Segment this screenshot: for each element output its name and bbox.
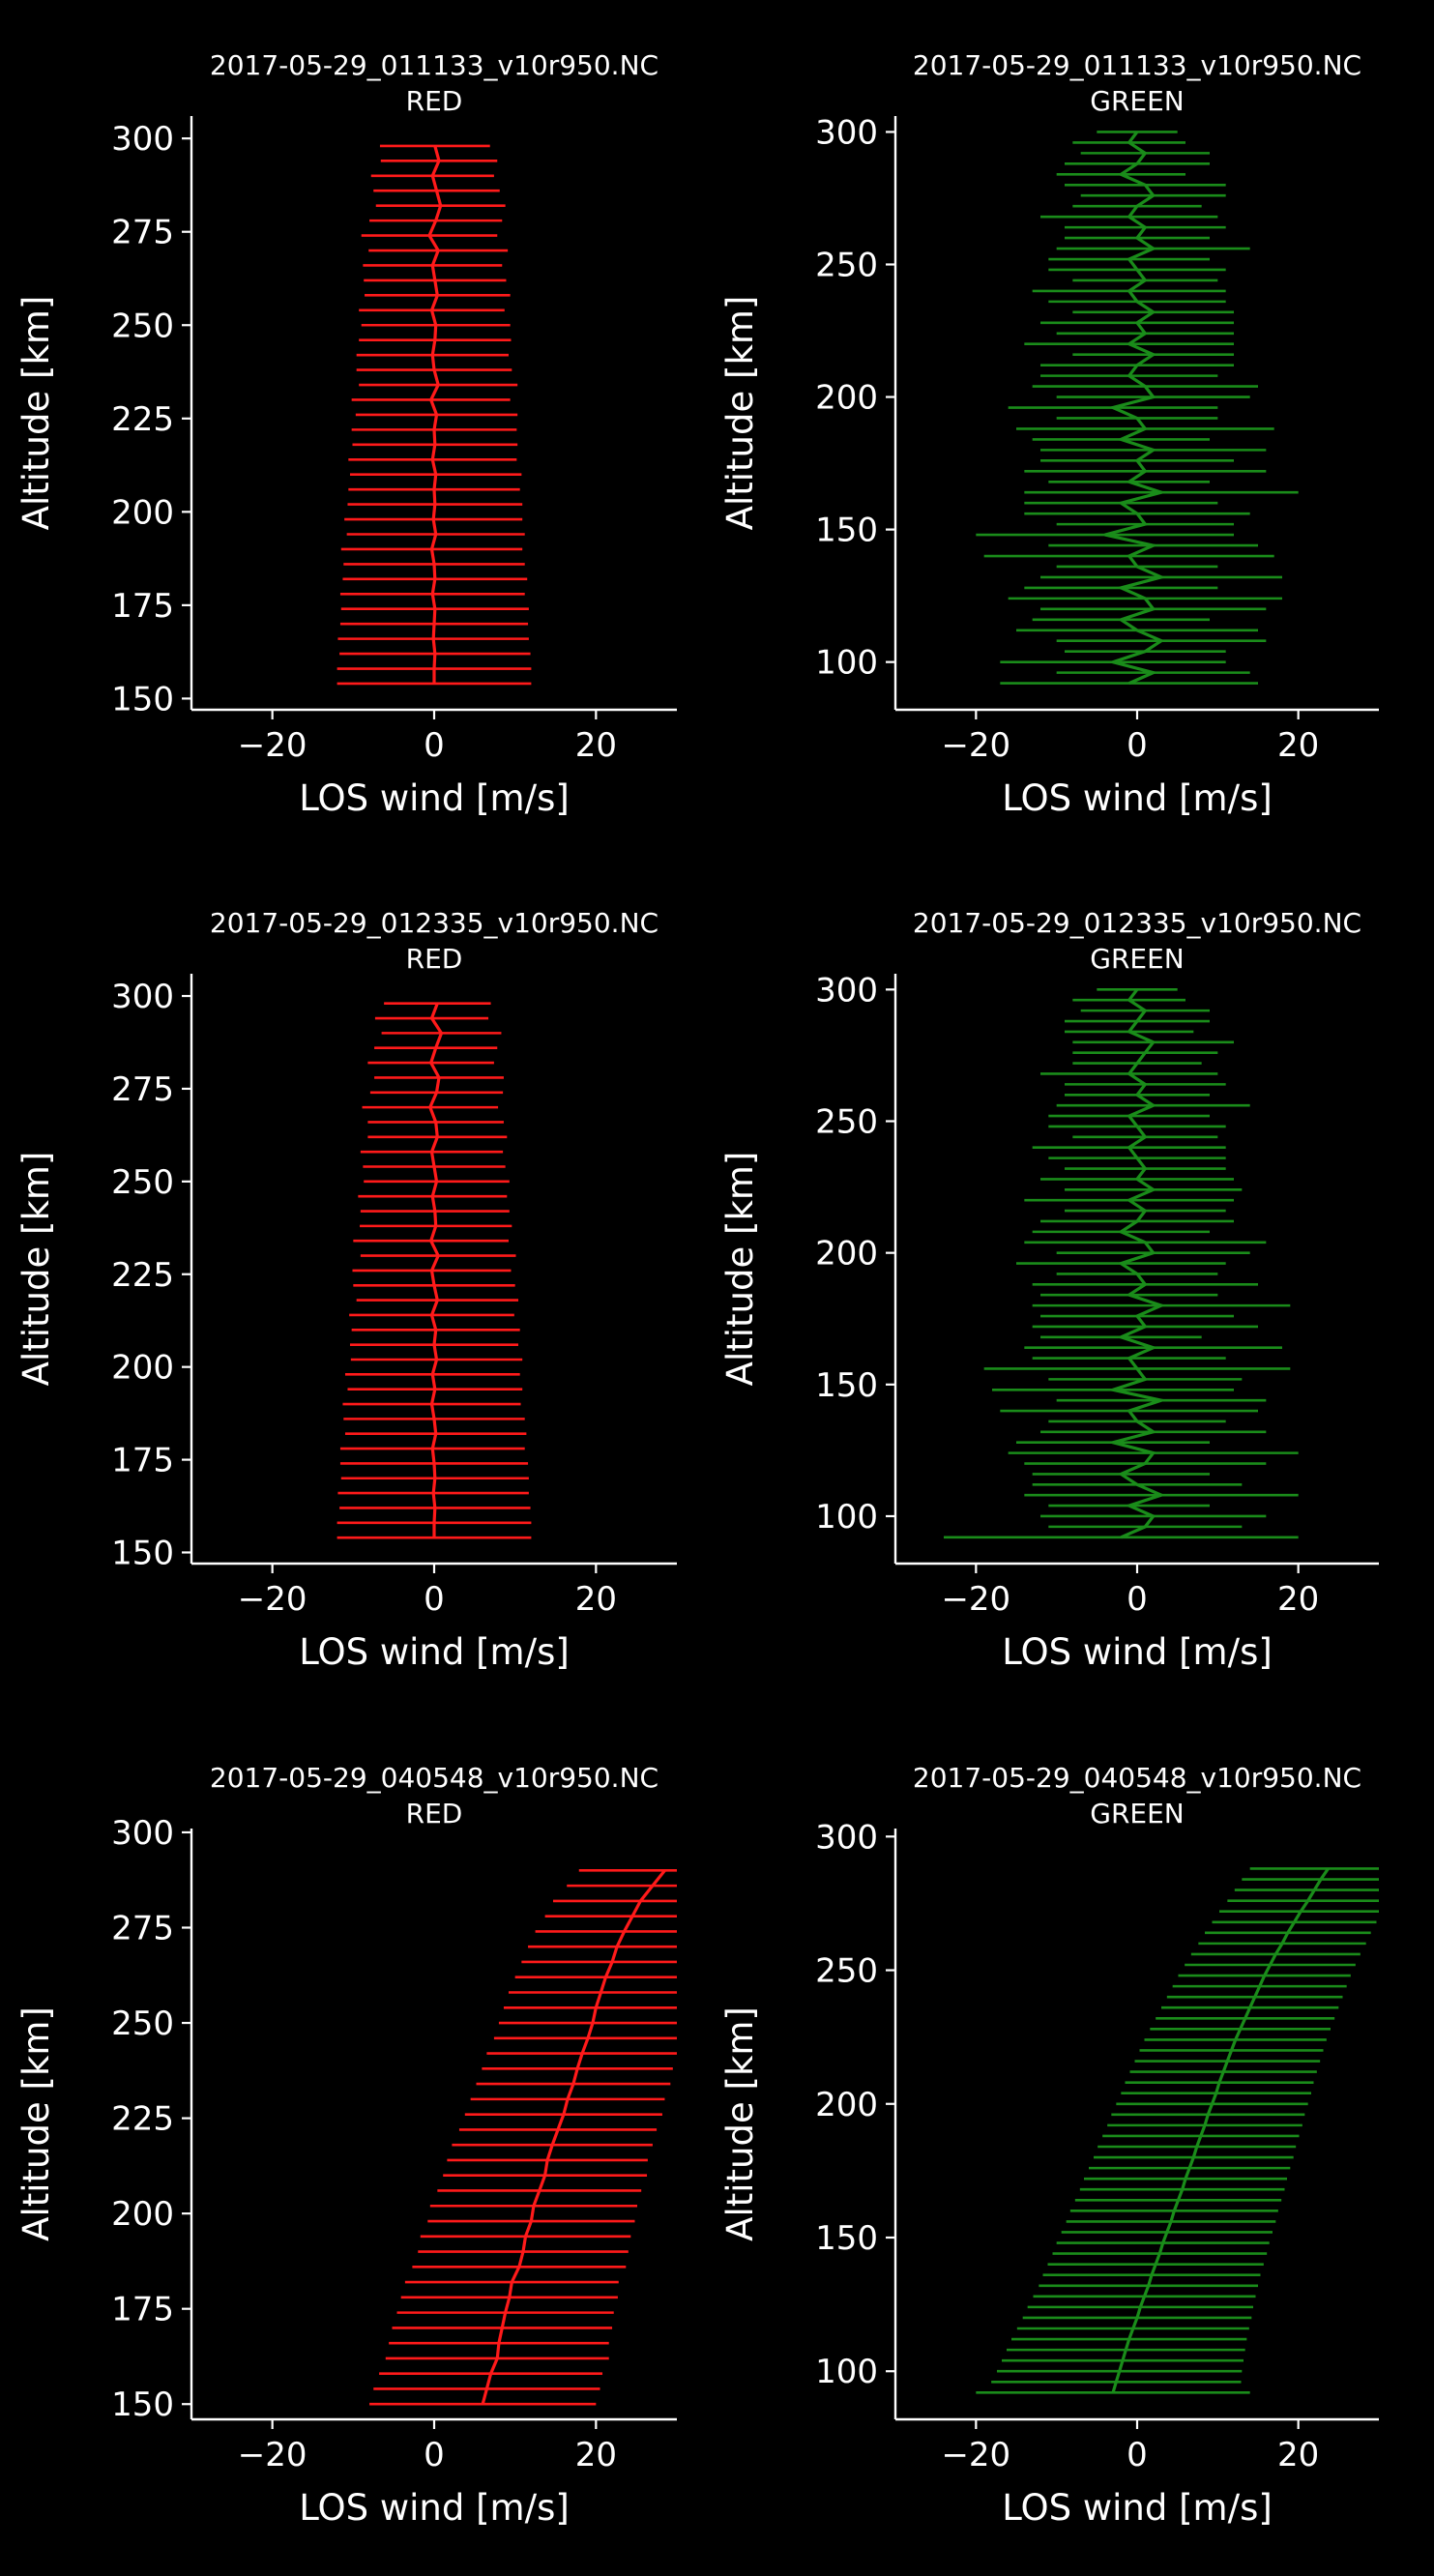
wind-profile-line <box>1104 131 1167 686</box>
x-axis-label: LOS wind [m/s] <box>299 777 570 819</box>
y-tick-label: 200 <box>111 493 174 532</box>
y-tick-label: 175 <box>111 2291 174 2329</box>
chart-panel-1: 2017-05-29_011133_v10r950.NC RED −20 0 20 150… <box>15 49 677 819</box>
x-tick-label: 0 <box>424 1580 445 1619</box>
y-axis-label: Altitude [km] <box>15 2006 57 2241</box>
x-tick-label: 20 <box>1277 1580 1319 1619</box>
x-tick-label: 0 <box>1127 2436 1148 2474</box>
chart-panel-3: 2017-05-29_012335_v10r950.NC RED −20 0 20 150… <box>15 907 677 1673</box>
y-tick-label: 200 <box>815 379 878 418</box>
y-tick-label: 250 <box>111 307 174 345</box>
chart-subtitle: RED <box>406 943 463 975</box>
y-tick-label: 150 <box>111 1534 174 1572</box>
y-tick-label: 175 <box>111 587 174 626</box>
y-tick-label: 200 <box>815 2086 878 2124</box>
y-tick-label: 200 <box>111 2195 174 2234</box>
x-tick-label: −20 <box>941 2436 1010 2474</box>
y-tick-label: 300 <box>815 1818 878 1857</box>
chart-subtitle: RED <box>406 85 463 117</box>
x-tick-label: 0 <box>424 2436 445 2474</box>
chart-title: 2017-05-29_011133_v10r950.NC <box>913 49 1361 81</box>
wind-profile-line <box>428 1003 444 1538</box>
y-tick-label: 275 <box>111 214 174 252</box>
y-tick-label: 275 <box>111 1909 174 1947</box>
x-tick-label: 20 <box>575 1580 617 1619</box>
wind-profile-line <box>1106 988 1168 1539</box>
y-tick-label: 300 <box>111 120 174 159</box>
x-tick-label: −20 <box>238 1580 307 1619</box>
x-axis-label: LOS wind [m/s] <box>1002 1631 1273 1673</box>
y-tick-label: 100 <box>815 1498 878 1537</box>
chart-title: 2017-05-29_012335_v10r950.NC <box>913 907 1361 939</box>
x-tick-label: 20 <box>575 726 617 765</box>
y-axis-label: Altitude [km] <box>719 2006 761 2241</box>
y-tick-label: 300 <box>815 113 878 152</box>
chart-subtitle: GREEN <box>1090 85 1184 117</box>
chart-panel-2: 2017-05-29_011133_v10r950.NC GREEN −20 0 20 1… <box>719 49 1379 819</box>
y-tick-label: 300 <box>111 978 174 1016</box>
x-tick-label: 20 <box>1277 2436 1319 2474</box>
wind-profile-line <box>427 145 443 684</box>
x-tick-label: 20 <box>575 2436 617 2474</box>
y-tick-label: 300 <box>111 1814 174 1853</box>
x-axis-label: LOS wind [m/s] <box>299 2487 570 2529</box>
wind-profile-line <box>1111 1867 1330 2393</box>
chart-panel-4: 2017-05-29_012335_v10r950.NC GREEN −20 0 20 1… <box>719 907 1379 1673</box>
y-tick-label: 250 <box>815 1952 878 1991</box>
y-tick-label: 150 <box>815 2219 878 2258</box>
chart-title: 2017-05-29_040548_v10r950.NC <box>913 1762 1361 1794</box>
y-tick-label: 150 <box>815 512 878 550</box>
x-tick-label: −20 <box>941 726 1010 765</box>
chart-title: 2017-05-29_040548_v10r950.NC <box>210 1762 658 1794</box>
y-tick-label: 250 <box>815 1103 878 1142</box>
chart-title: 2017-05-29_012335_v10r950.NC <box>210 907 658 939</box>
x-tick-label: −20 <box>238 2436 307 2474</box>
y-tick-label: 275 <box>111 1070 174 1109</box>
y-tick-label: 175 <box>111 1442 174 1480</box>
x-tick-label: 0 <box>1127 726 1148 765</box>
chart-title: 2017-05-29_011133_v10r950.NC <box>210 49 658 81</box>
error-bars <box>976 1867 1379 2394</box>
x-axis-label: LOS wind [m/s] <box>1002 2487 1273 2529</box>
x-axis-label: LOS wind [m/s] <box>1002 777 1273 819</box>
y-tick-label: 200 <box>815 1235 878 1273</box>
x-tick-label: −20 <box>941 1580 1010 1619</box>
x-tick-label: 20 <box>1277 726 1319 765</box>
y-tick-label: 150 <box>111 680 174 718</box>
chart-subtitle: GREEN <box>1090 1798 1184 1830</box>
x-tick-label: −20 <box>238 726 307 765</box>
wind-profile-line <box>481 1869 666 2405</box>
x-axis-label: LOS wind [m/s] <box>299 1631 570 1673</box>
y-axis-label: Altitude [km] <box>15 296 57 531</box>
y-tick-label: 225 <box>111 2100 174 2139</box>
x-tick-label: 0 <box>424 726 445 765</box>
chart-panel-6: 2017-05-29_040548_v10r950.NC GREEN −20 0 20 1… <box>719 1762 1379 2529</box>
y-tick-label: 250 <box>111 1163 174 1202</box>
y-tick-label: 225 <box>111 400 174 439</box>
y-axis-label: Altitude [km] <box>719 1152 761 1387</box>
y-tick-label: 100 <box>815 644 878 683</box>
chart-subtitle: GREEN <box>1090 943 1184 975</box>
error-bars <box>976 131 1299 685</box>
chart-subtitle: RED <box>406 1798 463 1830</box>
x-tick-label: 0 <box>1127 1580 1148 1619</box>
y-axis-label: Altitude [km] <box>719 296 761 531</box>
y-tick-label: 150 <box>815 1366 878 1405</box>
y-tick-label: 200 <box>111 1349 174 1388</box>
y-tick-label: 100 <box>815 2353 878 2391</box>
y-tick-label: 250 <box>815 247 878 285</box>
y-tick-label: 225 <box>111 1256 174 1295</box>
chart-panel-5: 2017-05-29_040548_v10r950.NC RED −20 0 20 150… <box>15 1762 677 2529</box>
y-tick-label: 150 <box>111 2386 174 2424</box>
y-axis-label: Altitude [km] <box>15 1152 57 1387</box>
error-bars <box>369 1869 677 2406</box>
y-tick-label: 300 <box>815 971 878 1010</box>
y-tick-label: 250 <box>111 2005 174 2043</box>
